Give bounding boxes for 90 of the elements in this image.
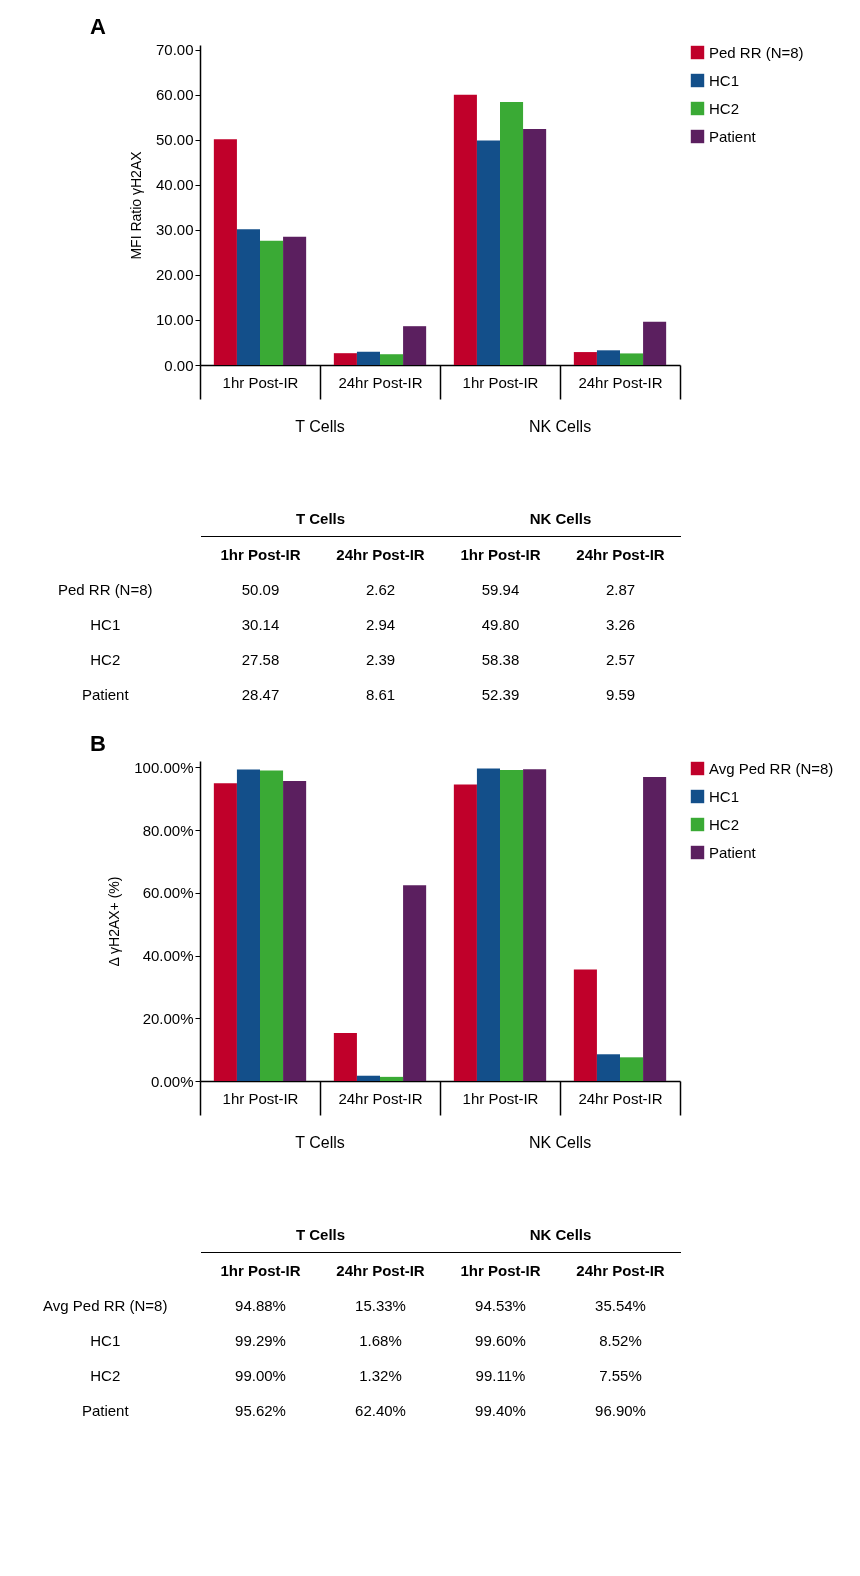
- data-label: 30.14: [240, 615, 281, 635]
- category-label: 1hr Post-IR: [220, 546, 301, 563]
- legend-label: Avg Ped RR (N=8): [709, 759, 834, 777]
- data-label: 59.94: [480, 580, 521, 600]
- y-tick-label: 10.00: [155, 311, 194, 329]
- data-label: 8.52%: [598, 1331, 643, 1351]
- chart-title: A: [90, 13, 106, 39]
- chart-title: B: [90, 731, 106, 757]
- y-tick-label: 0.00%: [150, 1072, 194, 1090]
- data-label: 95.62%: [234, 1401, 287, 1421]
- data-label: 1.68%: [358, 1331, 403, 1351]
- data-label: 9.59: [604, 685, 637, 705]
- data-label: 2.39: [364, 650, 397, 670]
- y-tick-label: 60.00: [155, 86, 194, 104]
- category-label: 1hr Post-IR: [220, 1262, 301, 1279]
- data-label: 62.40%: [354, 1401, 407, 1421]
- text: HC1: [90, 616, 121, 633]
- data-label: 2.87: [604, 580, 637, 600]
- y-tick-label: 60.00%: [142, 884, 194, 902]
- category-label: 24hr Post-IR: [336, 546, 425, 563]
- data-label: 99.29%: [234, 1331, 287, 1351]
- y-tick-label: 50.00: [155, 131, 194, 149]
- category-label: 24hr Post-IR: [336, 1262, 425, 1279]
- y-tick-label: 30.00: [155, 221, 194, 239]
- legend-label: HC1: [709, 71, 740, 89]
- data-label: 50.09: [240, 580, 281, 600]
- legend-label: HC2: [709, 99, 740, 117]
- category-label: 1hr Post-IR: [460, 1262, 541, 1279]
- data-label: 1.32%: [358, 1366, 403, 1386]
- data-label: 94.53%: [474, 1296, 527, 1316]
- data-label: 27.58: [240, 650, 281, 670]
- legend-label: Ped RR (N=8): [709, 43, 804, 61]
- text: NK Cells: [528, 418, 592, 435]
- data-label: 49.80: [480, 615, 521, 635]
- y-axis-title: MFI Ratio γH2AX: [127, 150, 144, 260]
- data-label: 2.57: [604, 650, 637, 670]
- legend-label: Patient: [709, 127, 757, 145]
- text: NK Cells: [529, 1226, 592, 1243]
- text: T Cells: [295, 510, 346, 527]
- data-label: 7.55%: [598, 1366, 643, 1386]
- x-tick-label: 24hr Post-IR: [338, 373, 423, 391]
- text: Ped RR (N=8): [57, 581, 153, 598]
- x-tick-label: 24hr Post-IR: [578, 373, 663, 391]
- data-label: 3.26: [604, 615, 637, 635]
- text: T Cells: [295, 1226, 346, 1243]
- x-tick-label: 24hr Post-IR: [578, 1089, 663, 1107]
- data-label: 58.38: [480, 650, 521, 670]
- data-label: 96.90%: [594, 1401, 647, 1421]
- legend-label: HC1: [709, 787, 740, 805]
- text: Avg Ped RR (N=8): [43, 1297, 168, 1314]
- data-label: 2.62: [364, 580, 397, 600]
- text: NK Cells: [529, 510, 592, 527]
- x-tick-label: 1hr Post-IR: [222, 1089, 299, 1107]
- y-tick-label: 0.00: [164, 356, 194, 374]
- data-label: 94.88%: [234, 1296, 287, 1316]
- x-tick-label: 1hr Post-IR: [462, 373, 539, 391]
- text: HC2: [90, 1367, 121, 1384]
- y-tick-label: 20.00: [155, 266, 194, 284]
- x-tick-label: 24hr Post-IR: [338, 1089, 423, 1107]
- data-label: 99.60%: [474, 1331, 527, 1351]
- data-label: 99.40%: [474, 1401, 527, 1421]
- category-label: 1hr Post-IR: [460, 546, 541, 563]
- data-label: 52.39: [480, 685, 521, 705]
- y-axis-title: Δ γH2AX+ (%): [106, 876, 123, 967]
- text: T Cells: [295, 418, 345, 435]
- y-tick-label: 100.00%: [134, 758, 194, 776]
- data-label: 15.33%: [354, 1296, 407, 1316]
- text: HC1: [90, 1332, 121, 1349]
- data-label: 28.47: [240, 685, 281, 705]
- legend-label: Patient: [709, 843, 757, 861]
- data-label: 99.11%: [474, 1366, 527, 1386]
- y-tick-label: 70.00: [155, 41, 194, 59]
- category-label: 24hr Post-IR: [576, 1262, 665, 1279]
- y-tick-label: 40.00: [155, 176, 194, 194]
- y-tick-label: 20.00%: [142, 1009, 194, 1027]
- data-label: 35.54%: [594, 1296, 647, 1316]
- text: NK Cells: [528, 1134, 592, 1151]
- data-label: 99.00%: [234, 1366, 287, 1386]
- y-tick-label: 80.00%: [142, 821, 194, 839]
- y-tick-label: 40.00%: [142, 947, 194, 965]
- x-tick-label: 1hr Post-IR: [222, 373, 299, 391]
- data-label: 8.61: [364, 685, 397, 705]
- text: HC2: [90, 651, 121, 668]
- data-label: 2.94: [364, 615, 397, 635]
- x-tick-label: 1hr Post-IR: [462, 1089, 539, 1107]
- legend-label: HC2: [709, 815, 740, 833]
- category-label: 24hr Post-IR: [576, 546, 665, 563]
- text: T Cells: [295, 1134, 345, 1151]
- text: Patient: [81, 1402, 129, 1419]
- text: Patient: [81, 686, 129, 703]
